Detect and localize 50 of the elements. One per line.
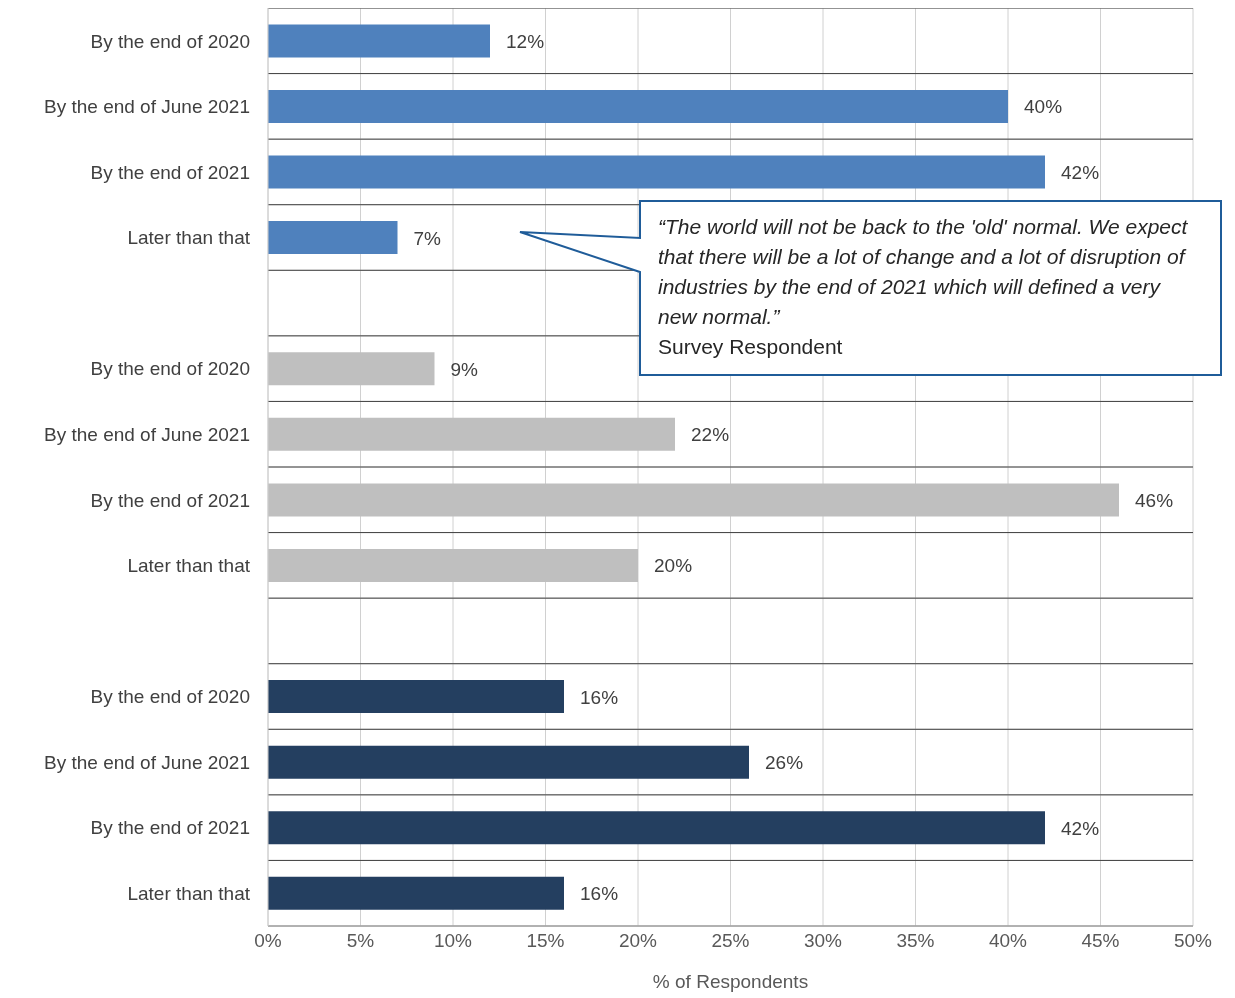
x-axis-title: % of Respondents xyxy=(652,971,809,992)
x-tick-label: 45% xyxy=(1081,930,1120,952)
y-tick-label: By the end of 2021 xyxy=(90,489,250,511)
data-label: 26% xyxy=(765,752,804,774)
data-label: 16% xyxy=(580,883,619,905)
y-tick-label: By the end of June 2021 xyxy=(44,751,250,773)
data-label: 16% xyxy=(580,686,619,708)
data-label: 46% xyxy=(1135,489,1174,511)
x-tick-label: 15% xyxy=(526,930,565,952)
bar xyxy=(268,680,564,714)
bar xyxy=(268,745,749,779)
data-label: 40% xyxy=(1024,96,1063,118)
y-tick-label: By the end of 2020 xyxy=(90,30,250,52)
y-tick-label: Later than that xyxy=(127,882,251,904)
y-tick-label: By the end of 2020 xyxy=(90,358,250,380)
y-tick-label: By the end of June 2021 xyxy=(44,96,250,118)
y-tick-label: Later than that xyxy=(127,227,251,249)
y-tick-label: By the end of 2021 xyxy=(90,817,250,839)
data-label: 7% xyxy=(413,227,442,249)
data-label: 20% xyxy=(654,555,693,577)
bar xyxy=(268,221,398,255)
bar xyxy=(268,352,435,386)
x-tick-label: 40% xyxy=(988,930,1028,952)
data-label: 42% xyxy=(1061,817,1100,839)
bar xyxy=(268,811,1045,845)
bar xyxy=(268,24,490,58)
annotation: “The world will not be back to the 'old' normal. We expect that there will be a lot of change and a lot of disruption of industries by the end of 2021 which will defined a very new normal.” xyxy=(658,214,1189,330)
x-tick-label: 0% xyxy=(254,930,282,952)
x-tick-label: 50% xyxy=(1173,930,1213,952)
data-label: 42% xyxy=(1061,162,1100,184)
x-tick-label: 5% xyxy=(346,930,375,952)
y-tick-label: Later than that xyxy=(127,555,251,577)
y-tick-label: By the end of June 2021 xyxy=(44,423,250,445)
y-tick-label: By the end of 2020 xyxy=(90,686,250,708)
bar xyxy=(268,89,1008,123)
annotation: Survey Respondent xyxy=(658,334,844,360)
x-tick-label: 35% xyxy=(896,930,935,952)
bar xyxy=(268,155,1045,189)
bar xyxy=(268,483,1119,517)
data-label: 22% xyxy=(691,424,730,446)
x-tick-label: 20% xyxy=(618,930,658,952)
data-label: 9% xyxy=(450,358,479,380)
bar xyxy=(268,876,564,910)
x-tick-label: 30% xyxy=(803,930,843,952)
bar xyxy=(268,548,638,582)
data-label: 12% xyxy=(506,30,545,52)
bar xyxy=(268,417,675,451)
x-tick-label: 25% xyxy=(711,930,750,952)
x-tick-label: 10% xyxy=(433,930,473,952)
y-tick-label: By the end of 2021 xyxy=(90,161,250,183)
